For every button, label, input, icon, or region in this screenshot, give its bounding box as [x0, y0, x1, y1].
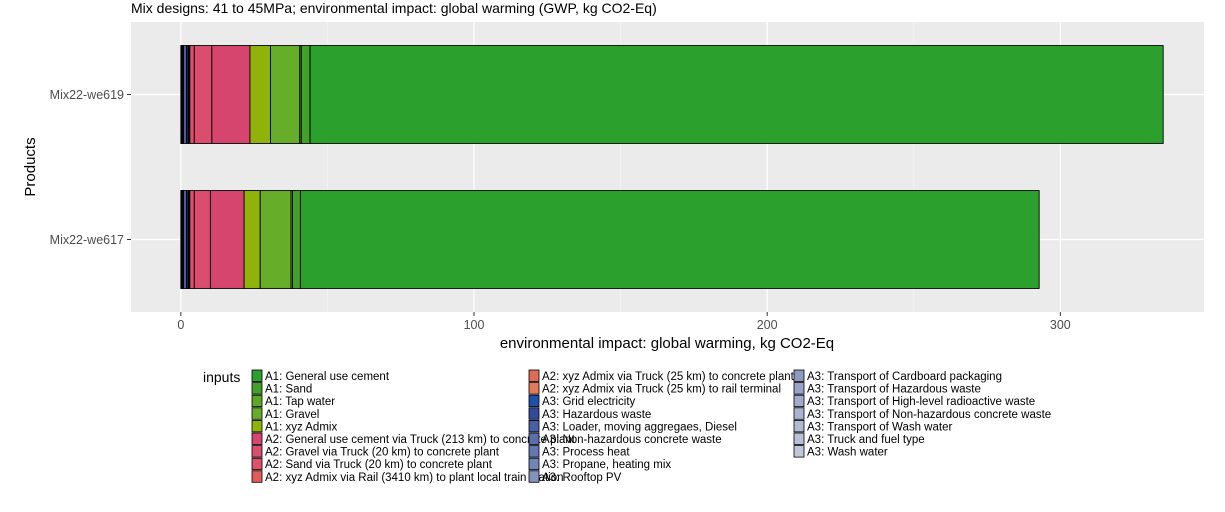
bar-segment — [249, 45, 271, 144]
legend-title: inputs — [203, 369, 240, 385]
legend-label: A1: xyz Admix — [265, 421, 337, 433]
legend-label: A3: Transport of Wash water — [807, 421, 952, 433]
legend-label: A3: Truck and fuel type — [807, 434, 925, 446]
bar-segment — [193, 190, 211, 289]
legend-key — [793, 407, 805, 420]
legend-key — [528, 382, 540, 395]
legend-key — [528, 394, 540, 408]
legend-key — [528, 445, 540, 458]
legend-label: A1: Tap water — [265, 396, 335, 408]
legend-label: A1: Gravel — [265, 409, 319, 421]
legend-label: A1: General use cement — [265, 371, 390, 383]
legend-label: A3: Transport of High-level radioactive … — [807, 396, 1035, 408]
legend-label: A2: xyz Admix via Truck (25 km) to rail … — [542, 384, 781, 396]
bar-segment — [211, 45, 251, 144]
legend-label: A3: Non-hazardous concrete waste — [542, 434, 722, 446]
legend-label: A1: Sand — [265, 384, 312, 396]
axes: Mix22-we619 Mix22-we617 0 100 200 300 — [50, 88, 1071, 332]
bar-segment — [189, 190, 195, 289]
legend-key — [793, 394, 805, 408]
legend-key — [251, 382, 263, 395]
legend-key — [793, 432, 805, 445]
x-tick-label: 200 — [757, 318, 778, 332]
legend-key — [528, 470, 540, 483]
legend-key — [528, 457, 540, 471]
legend-label: A3: Transport of Cardboard packaging — [807, 371, 1002, 383]
legend-key — [251, 445, 263, 458]
x-axis-title: environmental impact: global warming, kg… — [500, 335, 834, 352]
bar-segment — [299, 190, 1040, 289]
y-axis-title: Products — [22, 137, 39, 196]
legend-label: A2: General use cement via Truck (213 km… — [265, 434, 576, 446]
legend-label: A2: xyz Admix via Rail (3410 km) to plan… — [265, 472, 564, 484]
legend-label: A3: Propane, heating mix — [542, 459, 671, 471]
x-tick-label: 300 — [1050, 318, 1071, 332]
legend-key — [793, 382, 805, 395]
legend-key — [251, 394, 263, 408]
legend-label: A2: Gravel via Truck (20 km) to concrete… — [265, 447, 500, 459]
bar-segment — [300, 45, 311, 144]
legend-key — [251, 407, 263, 420]
legend-label: A3: Hazardous waste — [542, 409, 651, 421]
chart-title: Mix designs: 41 to 45MPa; environmental … — [131, 0, 657, 16]
legend-key — [251, 457, 263, 471]
x-tick-label: 0 — [177, 318, 184, 332]
legend-key — [793, 445, 805, 458]
legend-key — [251, 470, 263, 483]
bars — [180, 45, 1164, 289]
legend-label: A3: Wash water — [807, 447, 888, 459]
bar-segment — [292, 190, 301, 289]
legend-key — [528, 432, 540, 445]
legend-label: A2: Sand via Truck (20 km) to concrete p… — [265, 459, 493, 471]
legend-label: A3: Grid electricity — [542, 396, 636, 408]
legend-key — [528, 419, 540, 433]
legend-label: A3: Transport of Non-hazardous concrete … — [807, 409, 1051, 421]
legend-key — [793, 419, 805, 433]
legend-key — [251, 419, 263, 433]
bar-segment — [243, 190, 261, 289]
bar-segment — [209, 190, 245, 289]
x-tick-label: 100 — [464, 318, 485, 332]
y-tick-label: Mix22-we617 — [50, 233, 124, 247]
legend-label: A3: Loader, moving aggregaes, Diesel — [542, 421, 737, 433]
bar-segment — [189, 45, 195, 144]
bar-segment — [259, 190, 292, 289]
legend-key — [528, 407, 540, 420]
bar-segment — [270, 45, 301, 144]
legend-label: A3: Transport of Hazardous waste — [807, 384, 981, 396]
legend-key — [793, 369, 805, 382]
legend-key — [528, 369, 540, 382]
legend-label: A3: Process heat — [542, 447, 630, 459]
legend-key — [251, 432, 263, 445]
legend-key — [251, 369, 263, 382]
legend-label: A2: xyz Admix via Truck (25 km) to concr… — [542, 371, 795, 383]
bar-segment — [193, 45, 213, 144]
bar-segment — [309, 45, 1164, 144]
legend-label: A3: Rooftop PV — [542, 472, 622, 484]
y-tick-label: Mix22-we619 — [50, 88, 124, 102]
